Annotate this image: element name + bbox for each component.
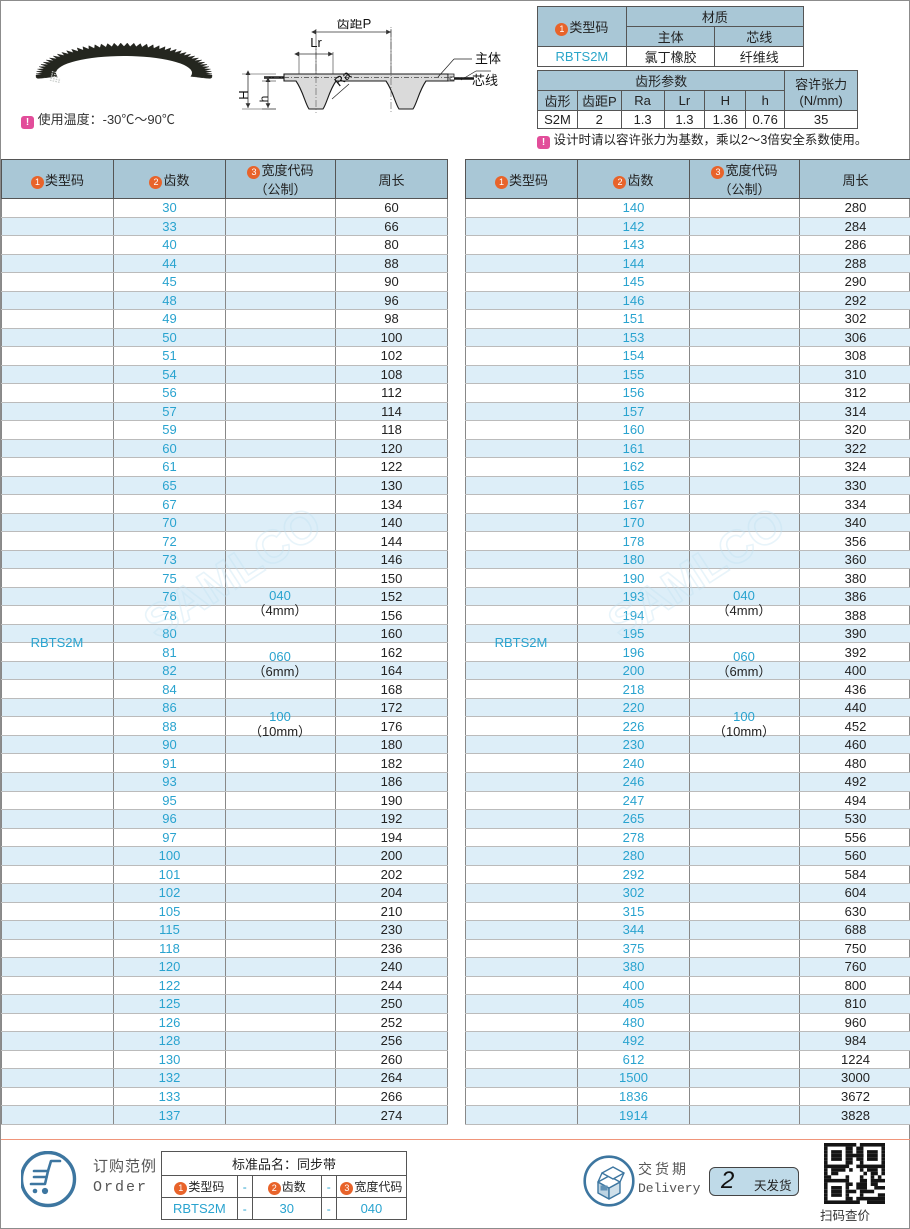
svg-text:Ra: Ra — [331, 67, 354, 90]
svg-text:h: h — [257, 96, 271, 103]
svg-text:H: H — [236, 90, 251, 99]
svg-text:齿距P: 齿距P — [337, 19, 372, 31]
svg-text:Lr: Lr — [310, 35, 322, 50]
svg-text:芯线: 芯线 — [472, 73, 498, 88]
svg-text:主体: 主体 — [475, 51, 501, 66]
